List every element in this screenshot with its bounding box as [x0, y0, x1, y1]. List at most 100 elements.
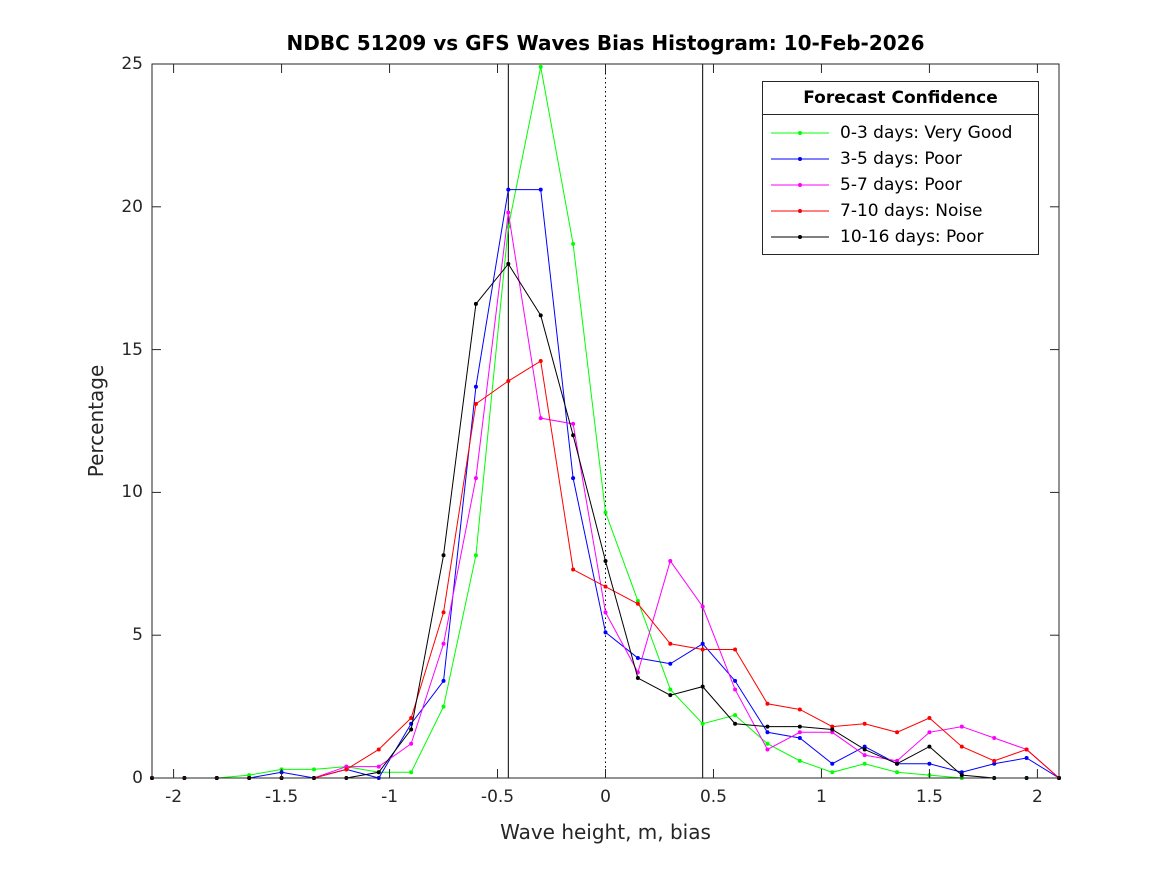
series-0-point	[700, 721, 705, 726]
series-1-point	[441, 678, 446, 683]
legend-item: 3-5 days: Poor	[763, 146, 1038, 172]
x-tick-label: 0.5	[699, 787, 727, 807]
x-tick-label: -1	[381, 787, 399, 807]
legend-label: 0-3 days: Very Good	[840, 123, 1013, 143]
series-0-point	[797, 758, 802, 763]
legend-swatch	[771, 131, 829, 135]
series-0-point	[506, 224, 511, 229]
x-tick-label: -1.5	[264, 787, 299, 807]
x-tick-label: -0.5	[480, 787, 515, 807]
series-1-point	[473, 384, 478, 389]
chart-title: NDBC 51209 vs GFS Waves Bias Histogram: …	[286, 31, 925, 55]
series-3-point	[733, 647, 738, 652]
series-2-point	[473, 476, 478, 481]
y-tick-label: 15	[121, 339, 143, 360]
series-3-point	[830, 724, 835, 729]
legend-item: 7-10 days: Noise	[763, 198, 1038, 224]
series-2-point	[441, 641, 446, 646]
series-1-point	[700, 641, 705, 646]
series-4-point	[409, 727, 414, 732]
series-3-point	[344, 767, 349, 772]
series-2-point	[797, 730, 802, 735]
series-0-point	[895, 770, 900, 775]
series-2-point	[603, 610, 608, 615]
series-0-point	[765, 741, 770, 746]
series-3-point	[959, 744, 964, 749]
x-tick-label: 1	[816, 787, 827, 807]
series-3-point	[700, 647, 705, 652]
series-4-point	[765, 724, 770, 729]
series-1-point	[959, 770, 964, 775]
series-4-point	[733, 721, 738, 726]
y-tick-label: 25	[121, 54, 143, 74]
series-0-point	[409, 770, 414, 775]
x-tick-label: 1.5	[915, 787, 943, 807]
series-1-point	[765, 730, 770, 735]
series-4-point	[603, 558, 608, 563]
series-2-point	[538, 416, 543, 421]
series-2-point	[506, 210, 511, 215]
series-4-point	[473, 301, 478, 306]
series-1-point	[797, 736, 802, 741]
series-4-point	[538, 313, 543, 318]
series-4-point	[441, 553, 446, 558]
series-2-point	[992, 736, 997, 741]
series-4-point	[376, 770, 381, 775]
series-2-point	[895, 758, 900, 763]
series-0-point	[635, 598, 640, 603]
series-2-point	[571, 421, 576, 426]
series-3-point	[441, 610, 446, 615]
series-0-point	[441, 704, 446, 709]
legend-label: 7-10 days: Noise	[840, 201, 983, 221]
legend-swatch	[771, 157, 829, 161]
series-2-point	[668, 558, 673, 563]
series-3-point	[635, 601, 640, 606]
y-tick-label: 20	[121, 196, 143, 217]
series-4-point	[700, 684, 705, 689]
series-4-point	[927, 744, 932, 749]
series-3-point	[765, 701, 770, 706]
series-2-point	[376, 764, 381, 769]
y-tick-label: 5	[132, 625, 143, 646]
series-1-point	[635, 656, 640, 661]
series-0-point	[733, 713, 738, 718]
x-tick-label: 2	[1031, 787, 1043, 807]
series-0-point	[311, 767, 316, 772]
series-4-point	[668, 693, 673, 698]
series-2-point	[927, 730, 932, 735]
series-1-point	[1024, 756, 1029, 761]
series-2-point	[765, 747, 770, 752]
x-tick-label: -2	[165, 787, 183, 807]
series-3-point	[927, 716, 932, 721]
series-3-point	[376, 747, 381, 752]
series-4-point	[862, 747, 867, 752]
series-1-point	[668, 661, 673, 666]
legend-swatch	[771, 183, 829, 187]
series-3-point	[603, 584, 608, 589]
series-4-point	[959, 773, 964, 778]
series-2-point	[733, 687, 738, 692]
series-1-point	[927, 761, 932, 766]
series-4-point	[830, 727, 835, 732]
series-3-point	[409, 716, 414, 721]
series-3-point	[473, 401, 478, 406]
series-0-point	[571, 241, 576, 246]
series-0-point	[247, 773, 252, 778]
legend-title: Forecast Confidence	[763, 82, 1038, 115]
legend-label: 10-16 days: Poor	[840, 227, 984, 247]
series-2-point	[344, 764, 349, 769]
series-1-point	[571, 476, 576, 481]
series-4-point	[571, 433, 576, 438]
series-3-point	[668, 641, 673, 646]
legend: Forecast Confidence 0-3 days: Very Good 3…	[762, 81, 1039, 255]
series-3-point	[992, 758, 997, 763]
series-3-point	[797, 707, 802, 712]
legend-swatch	[771, 209, 829, 213]
series-1-point	[862, 744, 867, 749]
series-0-point	[668, 687, 673, 692]
series-0-point	[473, 553, 478, 558]
y-tick-label: 0	[132, 768, 143, 788]
series-0-point	[830, 770, 835, 775]
legend-item: 5-7 days: Poor	[763, 172, 1038, 198]
series-0-point	[603, 510, 608, 515]
